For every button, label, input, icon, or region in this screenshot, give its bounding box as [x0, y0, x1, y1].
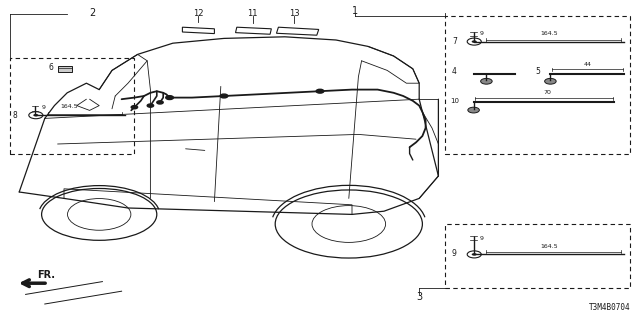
Text: 8: 8 — [12, 111, 17, 120]
Text: 11: 11 — [248, 9, 258, 18]
Text: 70: 70 — [543, 90, 551, 95]
Circle shape — [472, 253, 477, 256]
Circle shape — [472, 40, 477, 43]
Circle shape — [29, 112, 43, 119]
Text: 2: 2 — [90, 8, 96, 19]
Text: 5: 5 — [535, 68, 540, 76]
Circle shape — [131, 106, 138, 109]
FancyBboxPatch shape — [58, 66, 72, 72]
Text: 7: 7 — [452, 37, 457, 46]
Text: 164.5: 164.5 — [540, 31, 558, 36]
Circle shape — [33, 114, 38, 116]
Circle shape — [157, 101, 163, 104]
Text: 4: 4 — [452, 68, 457, 76]
Text: 9: 9 — [480, 31, 484, 36]
Text: 10: 10 — [450, 98, 459, 104]
Text: 13: 13 — [289, 9, 300, 18]
Text: 6: 6 — [48, 63, 53, 72]
Text: 44: 44 — [584, 61, 591, 67]
Circle shape — [467, 251, 481, 258]
Text: 9: 9 — [480, 236, 484, 241]
Circle shape — [166, 96, 173, 100]
Text: 164.5: 164.5 — [540, 244, 558, 249]
Circle shape — [468, 107, 479, 113]
Text: 9: 9 — [42, 105, 45, 110]
Text: 12: 12 — [193, 9, 204, 18]
Text: 1: 1 — [352, 5, 358, 16]
Text: FR.: FR. — [37, 270, 55, 280]
Circle shape — [481, 78, 492, 84]
Circle shape — [545, 78, 556, 84]
Circle shape — [316, 89, 324, 93]
Text: T3M4B0704: T3M4B0704 — [589, 303, 630, 312]
Circle shape — [220, 94, 228, 98]
Text: 9: 9 — [452, 249, 457, 258]
Circle shape — [147, 104, 154, 107]
Text: 3: 3 — [416, 292, 422, 302]
Text: 164.5: 164.5 — [60, 104, 78, 109]
Circle shape — [467, 38, 481, 45]
